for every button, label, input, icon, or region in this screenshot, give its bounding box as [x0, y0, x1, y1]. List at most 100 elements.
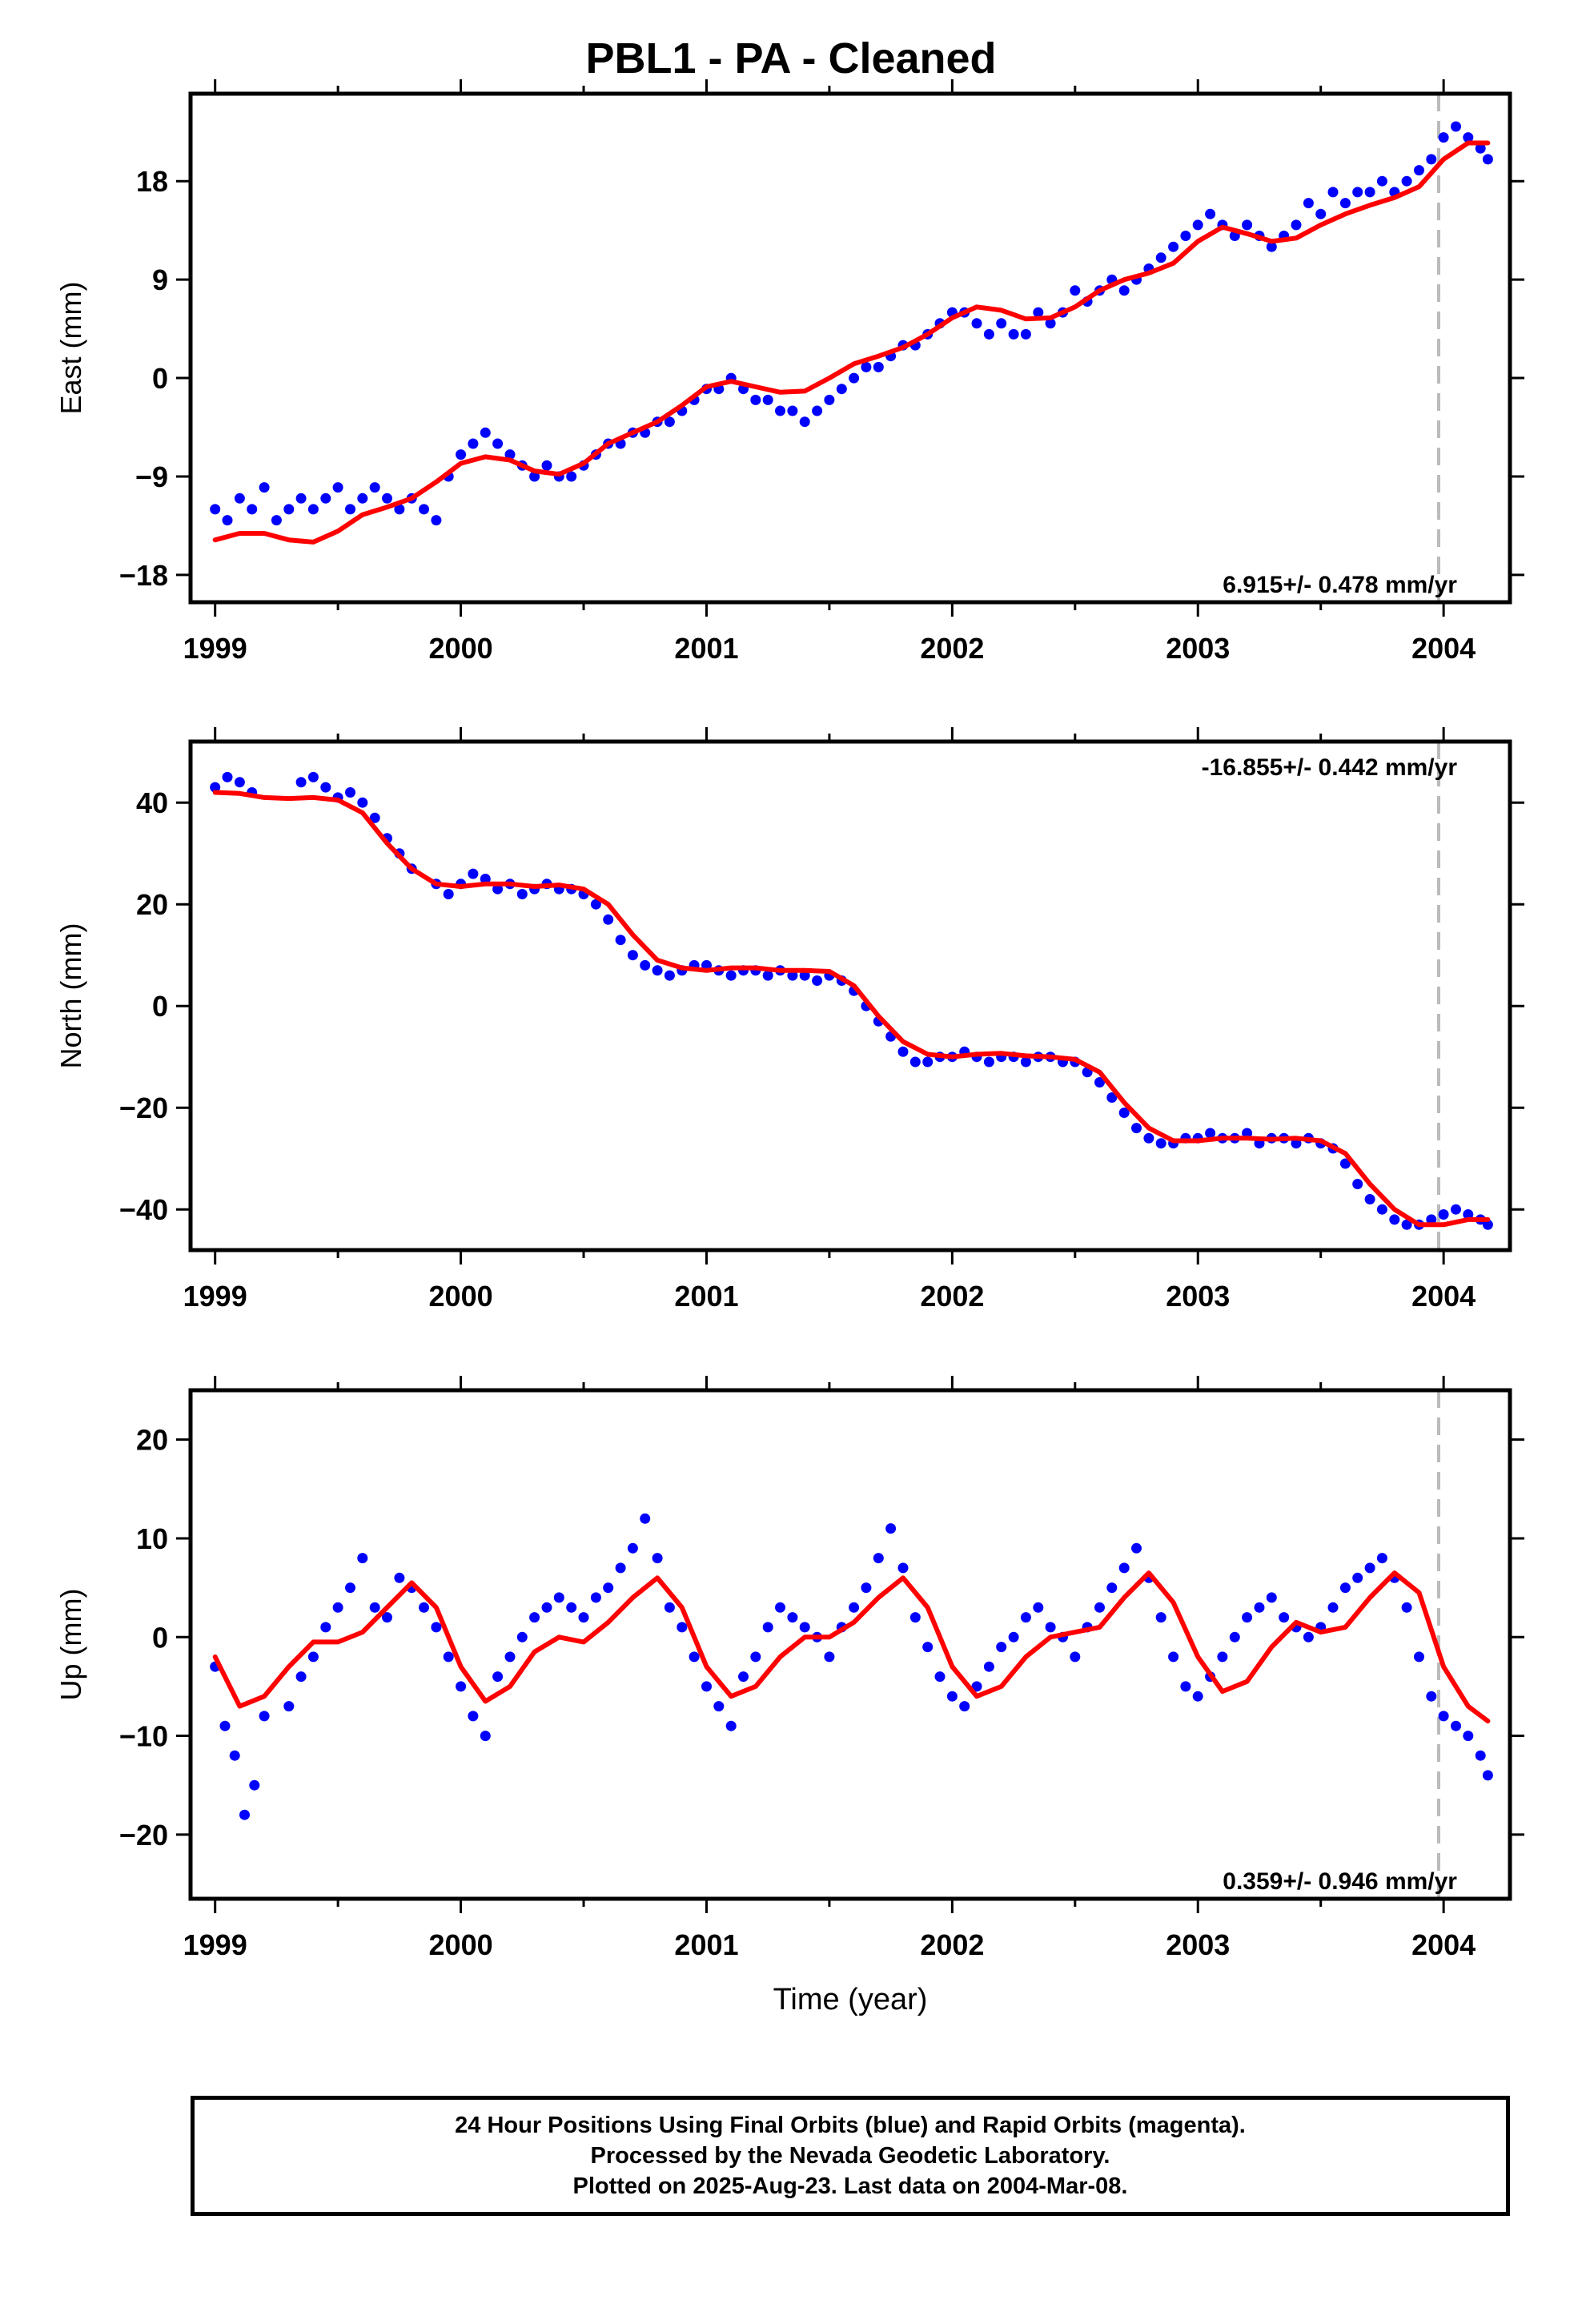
north-data-point: [492, 883, 504, 895]
east-data-point: [1008, 328, 1019, 340]
up-data-point: [762, 1622, 773, 1633]
up-data-point: [382, 1612, 392, 1623]
east-x-tick-label: 2002: [920, 632, 984, 665]
east-rate-label: 6.915+/- 0.478 mm/yr: [1223, 572, 1457, 598]
east-panel: 1999 2000 2001 2002 2003 2004 −18 −9 0 9 18 East (m…: [54, 79, 1524, 665]
up-data-point: [504, 1651, 516, 1663]
north-data-point: [222, 771, 233, 782]
north-data-point: [516, 889, 528, 899]
north-data-point: [357, 797, 368, 808]
east-data-point: [541, 460, 552, 471]
up-data-point: [1155, 1612, 1166, 1623]
up-data-point: [799, 1622, 810, 1633]
east-data-point: [504, 449, 516, 460]
up-data-point: [566, 1602, 577, 1613]
up-data-point: [1229, 1631, 1240, 1642]
up-data-point: [1279, 1612, 1290, 1623]
up-data-point: [1070, 1651, 1081, 1663]
north-data-point: [897, 1046, 909, 1057]
up-data-point: [603, 1582, 614, 1594]
up-data-point: [1438, 1711, 1449, 1722]
up-rate-label: 0.359+/- 0.946 mm/yr: [1223, 1868, 1457, 1895]
up-y-tick-label: −20: [119, 1819, 168, 1852]
up-data-point: [652, 1553, 663, 1564]
up-data-point: [332, 1602, 343, 1613]
up-data-point: [468, 1711, 479, 1722]
up-data-point: [229, 1750, 240, 1761]
east-data-point: [1438, 132, 1449, 143]
north-plot-area: [210, 742, 1493, 1250]
up-data-point: [320, 1622, 331, 1633]
figure-title: PBL1 - PA - Cleaned: [585, 34, 997, 82]
east-y-tick-label: 0: [152, 362, 168, 395]
north-scatter-series: [210, 771, 1493, 1230]
up-data-point: [516, 1631, 528, 1642]
east-data-point: [307, 504, 319, 515]
north-data-point: [1106, 1092, 1118, 1103]
up-data-point: [934, 1671, 946, 1683]
east-x-tick-label: 2000: [429, 632, 493, 665]
east-data-point: [247, 504, 258, 515]
up-data-point: [259, 1711, 270, 1722]
up-data-point: [1118, 1562, 1130, 1574]
up-data-point: [307, 1651, 319, 1663]
north-plot-frame: [188, 739, 1512, 1252]
north-y-axis: −40 −20 0 20 40: [119, 786, 1524, 1226]
up-y-tick-label: 10: [136, 1522, 168, 1555]
east-data-point: [1303, 198, 1314, 209]
east-data-point: [750, 394, 761, 405]
up-data-point: [1254, 1602, 1265, 1613]
east-data-point: [566, 471, 577, 482]
up-data-point: [849, 1602, 860, 1613]
up-data-point: [738, 1671, 749, 1683]
east-y-tick-label: 9: [152, 263, 168, 296]
east-scatter-series: [210, 121, 1493, 526]
north-data-point: [1376, 1204, 1387, 1215]
north-data-point: [1401, 1219, 1412, 1230]
north-data-point: [307, 771, 319, 782]
up-data-point: [1045, 1622, 1056, 1633]
up-data-point: [249, 1779, 260, 1791]
east-data-point: [664, 416, 675, 428]
north-data-point: [1451, 1204, 1461, 1215]
north-data-point: [983, 1056, 994, 1068]
east-data-point: [812, 405, 823, 416]
up-data-point: [1180, 1681, 1191, 1692]
up-data-point: [283, 1701, 295, 1712]
east-x-axis: 1999 2000 2001 2002 2003 2004: [183, 79, 1476, 665]
up-y-tick-label: −10: [119, 1720, 168, 1753]
up-data-point: [1339, 1582, 1351, 1594]
up-data-point: [1463, 1731, 1474, 1742]
east-data-point: [1482, 154, 1493, 165]
north-y-tick-label: −40: [119, 1193, 168, 1226]
up-data-point: [701, 1681, 712, 1692]
up-data-point: [922, 1642, 934, 1653]
east-y-tick-label: −18: [119, 559, 168, 592]
north-data-point: [590, 899, 601, 910]
up-data-point: [529, 1612, 540, 1623]
east-data-point: [775, 405, 785, 416]
east-plot-frame: [188, 91, 1512, 605]
up-x-axis: 1999 2000 2001 2002 2003 2004: [183, 1376, 1476, 1961]
caption-line-processed: Processed by the Nevada Geodetic Laborat…: [590, 2143, 1110, 2169]
up-data-point: [627, 1542, 638, 1554]
north-data-point: [1094, 1077, 1105, 1088]
east-data-point: [332, 482, 343, 493]
up-data-point: [897, 1562, 909, 1574]
east-data-point: [1242, 219, 1253, 231]
east-data-point: [222, 515, 233, 526]
east-data-point: [1451, 121, 1461, 132]
north-x-tick-label: 2004: [1411, 1280, 1476, 1313]
north-data-point: [1020, 1056, 1031, 1068]
east-data-point: [1327, 187, 1339, 198]
east-data-point: [996, 318, 1007, 329]
up-y-tick-label: 20: [136, 1424, 168, 1457]
east-data-point: [1475, 143, 1486, 154]
north-x-tick-label: 2003: [1166, 1280, 1230, 1313]
up-data-point: [787, 1612, 798, 1623]
up-data-point: [1131, 1542, 1142, 1554]
north-data-point: [1155, 1138, 1166, 1149]
up-data-point: [971, 1681, 982, 1692]
up-data-point: [775, 1602, 785, 1613]
up-data-point: [357, 1553, 368, 1564]
